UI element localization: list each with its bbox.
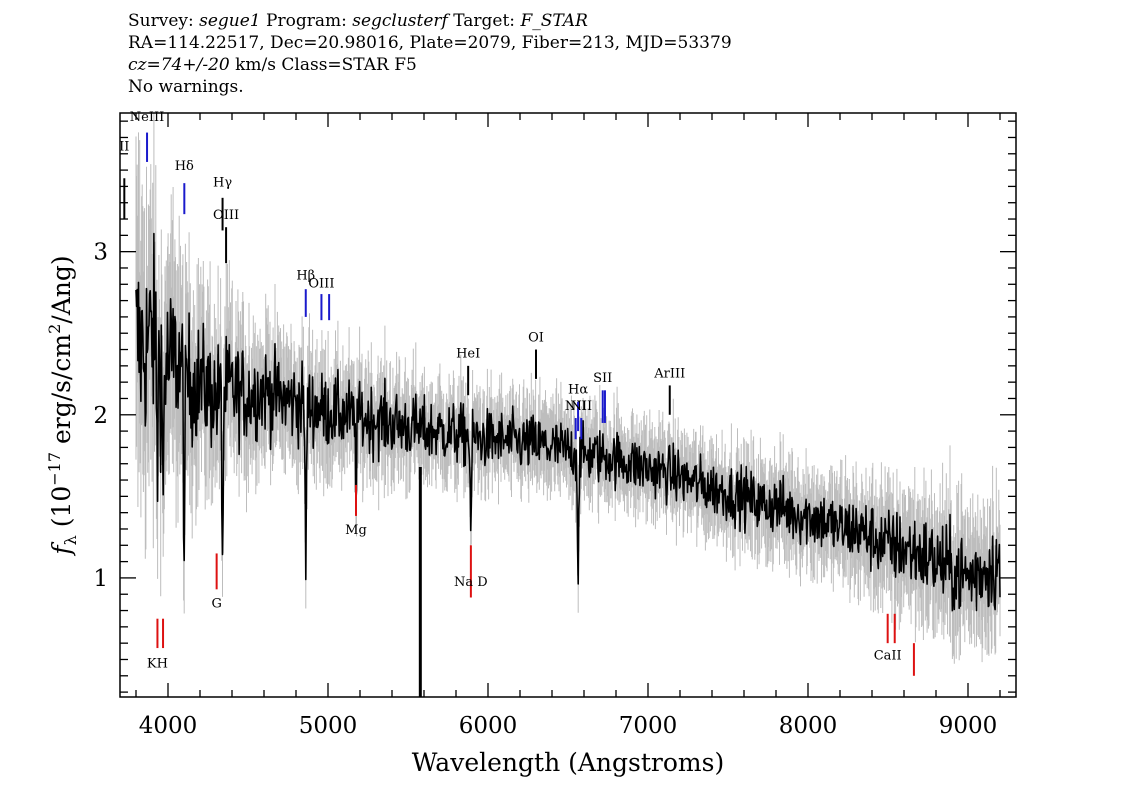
- spectral-line-label: G: [211, 596, 221, 611]
- spectral-line-label: Hα: [568, 383, 588, 398]
- spectral-line-label: KH: [147, 657, 168, 672]
- y-axis-label-sub: λ: [61, 535, 80, 545]
- plot-frame: [119, 112, 1017, 698]
- spectral-line-label: NeIII: [130, 110, 164, 125]
- header-line-redshift: cz=74+/-20 km/s Class=STAR F5: [128, 54, 732, 76]
- spectral-line-label: II: [119, 140, 129, 155]
- spectral-line-label: Mg: [345, 523, 367, 538]
- class-value: km/s Class=STAR F5: [229, 55, 417, 75]
- spectral-line-label: OIII: [308, 277, 334, 292]
- flux-series: [135, 232, 1001, 697]
- spectral-line-label: SII: [593, 371, 612, 386]
- x-tick-label: 7000: [619, 713, 678, 739]
- spectral-line-label: NII: [565, 399, 587, 414]
- y-tick-label: 3: [93, 240, 108, 266]
- y-axis-label-sq: 2: [45, 324, 64, 334]
- y-axis-label-f: f: [47, 542, 76, 557]
- y-axis-label: fλ (10−17 erg/s/cm2/Ang): [45, 255, 80, 556]
- header-line-coords: RA=114.22517, Dec=20.98016, Plate=2079, …: [128, 33, 732, 53]
- spectral-line-label: Hδ: [175, 159, 194, 174]
- y-axis-label-open: (10: [47, 486, 76, 536]
- cz-value: cz=74+/-20: [128, 55, 230, 75]
- spectral-line-label: Na D: [454, 575, 488, 590]
- survey-label: Survey:: [128, 11, 194, 31]
- survey-value: segue1: [199, 11, 261, 31]
- target-label: Target:: [453, 11, 516, 31]
- axis-ticks: 4000 5000 6000 7000 8000 9000 1 2 3: [93, 113, 1016, 739]
- spectral-line-label: NII: [570, 399, 592, 414]
- x-axis-label: Wavelength (Angstroms): [412, 748, 724, 777]
- target-value: F_STAR: [520, 11, 588, 31]
- spectral-line-label: OI: [528, 330, 544, 345]
- x-tick-label: 5000: [299, 713, 358, 739]
- header-line-warnings: No warnings.: [128, 77, 244, 97]
- y-tick-label: 2: [93, 403, 108, 429]
- spectral-line-label: Hβ: [296, 268, 315, 283]
- spectrum-header: Survey: segue1 Program: segclusterf Targ…: [128, 10, 732, 98]
- y-axis-label-exp: −17: [45, 452, 64, 486]
- program-value: segclusterf: [352, 11, 448, 31]
- y-axis-label-units: erg/s/cm: [47, 334, 76, 452]
- spectral-line-label: OIII: [213, 208, 239, 223]
- y-axis-label-end: /Ang): [47, 255, 76, 323]
- x-tick-label: 8000: [779, 713, 838, 739]
- header-line-survey: Survey: segue1 Program: segclusterf Targ…: [128, 10, 732, 32]
- program-label: Program:: [266, 11, 347, 31]
- x-tick-label: 4000: [139, 713, 198, 739]
- x-tick-label: 6000: [459, 713, 518, 739]
- spectral-line-label: CaII: [874, 648, 902, 663]
- y-tick-label: 1: [93, 566, 108, 592]
- spectral-line-label: HeI: [456, 347, 480, 362]
- x-tick-label: 9000: [939, 713, 998, 739]
- flux-line: [135, 232, 1001, 612]
- spectral-line-label: Hγ: [213, 175, 232, 190]
- spectral-line-label: ArIII: [653, 366, 685, 381]
